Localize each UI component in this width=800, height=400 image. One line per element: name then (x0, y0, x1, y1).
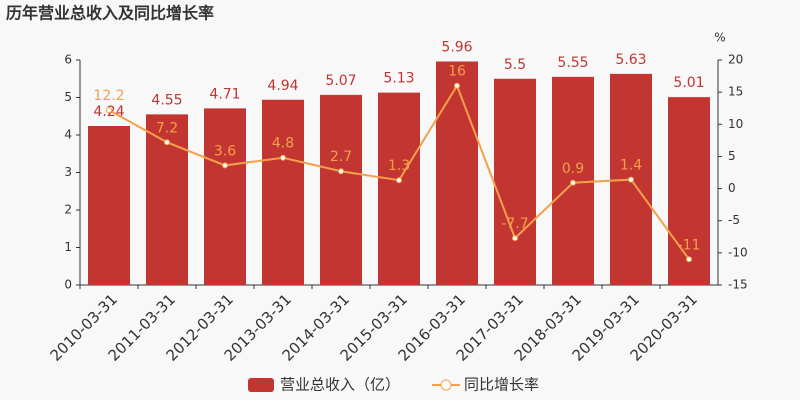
line-value-label: -11 (678, 237, 701, 253)
line-value-label: 12.2 (93, 88, 124, 104)
line-point (164, 139, 170, 146)
line-point (512, 235, 518, 242)
line-value-label: 1.4 (620, 158, 642, 174)
y-tick-label: 3 (64, 165, 72, 179)
line-point (686, 256, 692, 263)
line-point (222, 162, 228, 169)
legend-label: 营业总收入（亿） (280, 376, 400, 394)
line-point (454, 82, 460, 89)
bar (262, 99, 304, 285)
line-point (628, 176, 634, 183)
line-value-label: 3.6 (214, 143, 236, 159)
bar-value-label: 4.55 (151, 92, 182, 108)
y-tick-label: 2 (64, 203, 72, 217)
y2-tick-label: -10 (728, 245, 748, 259)
line-value-label: 4.8 (272, 136, 294, 152)
bar-value-label: 4.94 (267, 78, 298, 94)
bar (204, 108, 246, 285)
line-value-label: 16 (448, 64, 466, 80)
y2-tick-label: -15 (728, 278, 748, 292)
line-value-label: 0.9 (562, 161, 584, 177)
bar-value-label: 5.07 (325, 73, 356, 89)
y2-tick-label: 0 (728, 181, 736, 195)
line-point (106, 107, 112, 114)
legend-swatch (248, 378, 274, 392)
legend-label: 同比增长率 (464, 376, 539, 394)
bar-value-label: 5.01 (673, 75, 704, 91)
y2-tick-label: 20 (728, 53, 743, 67)
y2-tick-label: 15 (728, 85, 743, 99)
bar (494, 78, 536, 285)
line-point (396, 177, 402, 184)
y2-tick-label: -5 (728, 213, 740, 227)
y-tick-label: 1 (64, 240, 72, 254)
bar (436, 61, 478, 285)
bar (378, 92, 420, 285)
line-value-label: 2.7 (330, 149, 352, 165)
y-tick-label: 4 (64, 128, 72, 142)
line-value-label: 7.2 (156, 120, 178, 136)
y2-tick-label: 10 (728, 117, 743, 131)
bar-value-label: 5.96 (441, 40, 472, 56)
y2-tick-label: 5 (728, 149, 736, 163)
line-point (570, 179, 576, 186)
bar (88, 126, 130, 285)
bar-value-label: 5.5 (504, 57, 526, 73)
line-point (338, 168, 344, 175)
bar-value-label: 4.71 (209, 86, 240, 102)
y-tick-label: 0 (64, 278, 72, 292)
y2-axis-label: % (714, 31, 725, 45)
y-tick-label: 5 (64, 90, 72, 104)
bar-value-label: 5.63 (615, 52, 646, 68)
line-value-label: 1.3 (388, 158, 410, 174)
bar-value-label: 5.13 (383, 71, 414, 87)
legend-dot (440, 379, 452, 391)
bar-value-label: 5.55 (557, 55, 588, 71)
line-point (280, 154, 286, 161)
bar (320, 94, 362, 285)
line-value-label: -7.7 (501, 216, 528, 232)
bar (668, 97, 710, 285)
y-tick-label: 6 (64, 53, 72, 67)
chart-title: 历年营业总收入及同比增长率 (6, 4, 214, 23)
